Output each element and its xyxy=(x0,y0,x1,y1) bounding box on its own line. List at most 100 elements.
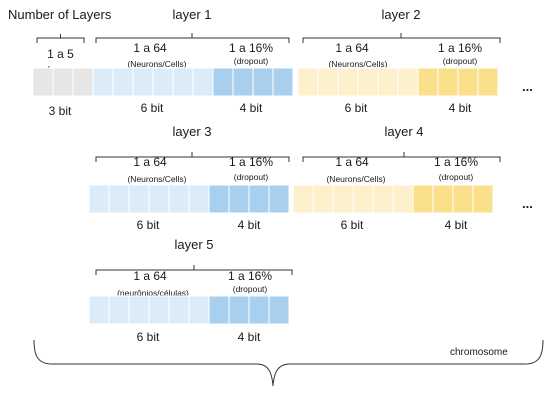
gene-cell xyxy=(272,67,294,97)
gene-cell xyxy=(172,67,194,97)
layer-1-dropout-bits: 4 bit xyxy=(240,101,263,115)
gene-cell xyxy=(417,67,439,97)
gene-cell xyxy=(228,184,250,214)
layer-3-gene: layer 3 1 a 64 (Neurons/Cells) 1 a 16% (… xyxy=(88,124,290,232)
gene-cell xyxy=(392,184,414,214)
gene-cell xyxy=(412,184,434,214)
gene-cell xyxy=(352,184,374,214)
gene-cell xyxy=(312,184,334,214)
gene-cell xyxy=(148,184,170,214)
layer-1-neurons-range: 1 a 64 xyxy=(133,41,167,55)
gene-cell xyxy=(188,295,210,325)
gene-cell xyxy=(32,67,54,97)
gene-cell xyxy=(72,67,94,97)
gene-cell xyxy=(232,67,254,97)
gene-cell xyxy=(132,67,154,97)
layer-5-neurons-bits: 6 bit xyxy=(137,330,160,344)
gene-cell xyxy=(52,67,74,97)
gene-cell xyxy=(188,184,210,214)
layer-2-cells xyxy=(297,67,499,97)
gene-cell xyxy=(432,184,454,214)
layer-3-title: layer 3 xyxy=(172,124,211,139)
layer-4-neurons-range: 1 a 64 xyxy=(335,155,369,169)
layer-5-title: layer 5 xyxy=(174,237,213,252)
gene-cell xyxy=(268,184,290,214)
gene-cell xyxy=(208,295,230,325)
layer-1-dropout-range: 1 a 16% xyxy=(229,41,273,55)
gene-cell xyxy=(357,67,379,97)
layer-3-brace xyxy=(95,152,290,162)
layer-1-dropout-label: (dropout) xyxy=(234,56,269,66)
number-of-layers-range: 1 a 5 xyxy=(47,47,74,61)
number-of-layers-bits: 3 bit xyxy=(49,104,72,118)
number-of-layers-cells xyxy=(32,67,94,97)
layer-5-neurons-label: (neurônios/células) xyxy=(117,288,189,298)
gene-cell xyxy=(112,67,134,97)
layer-1-neurons-label: (Neurons/Cells) xyxy=(127,59,186,69)
gene-cell xyxy=(377,67,399,97)
layer-2-neurons-bits: 6 bit xyxy=(345,101,368,115)
gene-cell xyxy=(397,67,419,97)
layer-2-neurons-range: 1 a 64 xyxy=(335,41,369,55)
gene-cell xyxy=(457,67,479,97)
gene-cell xyxy=(437,67,459,97)
number-of-layers-gene: Number of Layers 1 a 5 Layers 3 bit xyxy=(8,7,112,118)
layer-4-brace xyxy=(302,152,501,162)
layer-4-gene: layer 4 1 a 64 (Neurons/Cells) 1 a 16% (… xyxy=(292,124,501,232)
layer-3-neurons-range: 1 a 64 xyxy=(133,155,167,169)
layer-4-dropout-bits: 4 bit xyxy=(445,218,468,232)
gene-cell xyxy=(317,67,339,97)
gene-cell xyxy=(128,295,150,325)
gene-cell xyxy=(192,67,214,97)
gene-cell xyxy=(337,67,359,97)
layer-4-dropout-range: 1 a 16% xyxy=(434,155,478,169)
gene-cell xyxy=(148,295,170,325)
layer-4-title: layer 4 xyxy=(384,124,423,139)
gene-cell xyxy=(332,184,354,214)
layer-5-dropout-label: (dropout) xyxy=(233,284,268,294)
layer-4-cells xyxy=(292,184,494,214)
layer-3-neurons-bits: 6 bit xyxy=(137,218,160,232)
gene-cell xyxy=(452,184,474,214)
layer-2-dropout-bits: 4 bit xyxy=(449,101,472,115)
gene-cell xyxy=(248,295,270,325)
layer-1-neurons-bits: 6 bit xyxy=(141,101,164,115)
chromosome-brace xyxy=(33,339,544,387)
gene-cell xyxy=(252,67,274,97)
chromosome-group: chromosome xyxy=(33,339,544,387)
layer-4-dropout-label: (dropout) xyxy=(439,172,474,182)
layer-2-gene: layer 2 1 a 64 (Neurons/Cells) 1 a 16% (… xyxy=(297,7,501,115)
gene-cell xyxy=(108,184,130,214)
layer-5-dropout-range: 1 a 16% xyxy=(228,269,272,283)
gene-cell xyxy=(472,184,494,214)
layer-5-cells xyxy=(88,295,290,325)
layer-1-gene: layer 1 1 a 64 (Neurons/Cells) 1 a 16% (… xyxy=(92,7,294,115)
gene-cell xyxy=(92,67,114,97)
layer-5-brace xyxy=(95,265,293,275)
number-of-layers-title: Number of Layers xyxy=(8,7,112,22)
layer-1-brace xyxy=(95,33,290,43)
gene-cell xyxy=(128,184,150,214)
layer-1-title: layer 1 xyxy=(172,7,211,22)
layer-5-gene: layer 5 1 a 64 (neurônios/células) 1 a 1… xyxy=(88,237,293,344)
gene-cell xyxy=(168,184,190,214)
layer-2-dropout-range: 1 a 16% xyxy=(438,41,482,55)
gene-cell xyxy=(88,295,110,325)
layer-4-neurons-label: (Neurons/Cells) xyxy=(326,174,385,184)
layer-2-dropout-label: (dropout) xyxy=(443,56,478,66)
layer-2-title: layer 2 xyxy=(381,7,420,22)
ellipsis-row-1: ... xyxy=(522,79,533,94)
layer-5-dropout-bits: 4 bit xyxy=(238,330,261,344)
gene-cell xyxy=(248,184,270,214)
gene-cell xyxy=(212,67,234,97)
gene-cell xyxy=(108,295,130,325)
ellipsis-row-2: ... xyxy=(522,196,533,211)
gene-cell xyxy=(208,184,230,214)
layer-1-cells xyxy=(92,67,294,97)
layer-2-neurons-label: (Neurons/Cells) xyxy=(328,59,387,69)
gene-cell xyxy=(228,295,250,325)
gene-cell xyxy=(372,184,394,214)
layer-3-dropout-label: (dropout) xyxy=(234,172,269,182)
number-of-layers-brace xyxy=(36,34,85,43)
